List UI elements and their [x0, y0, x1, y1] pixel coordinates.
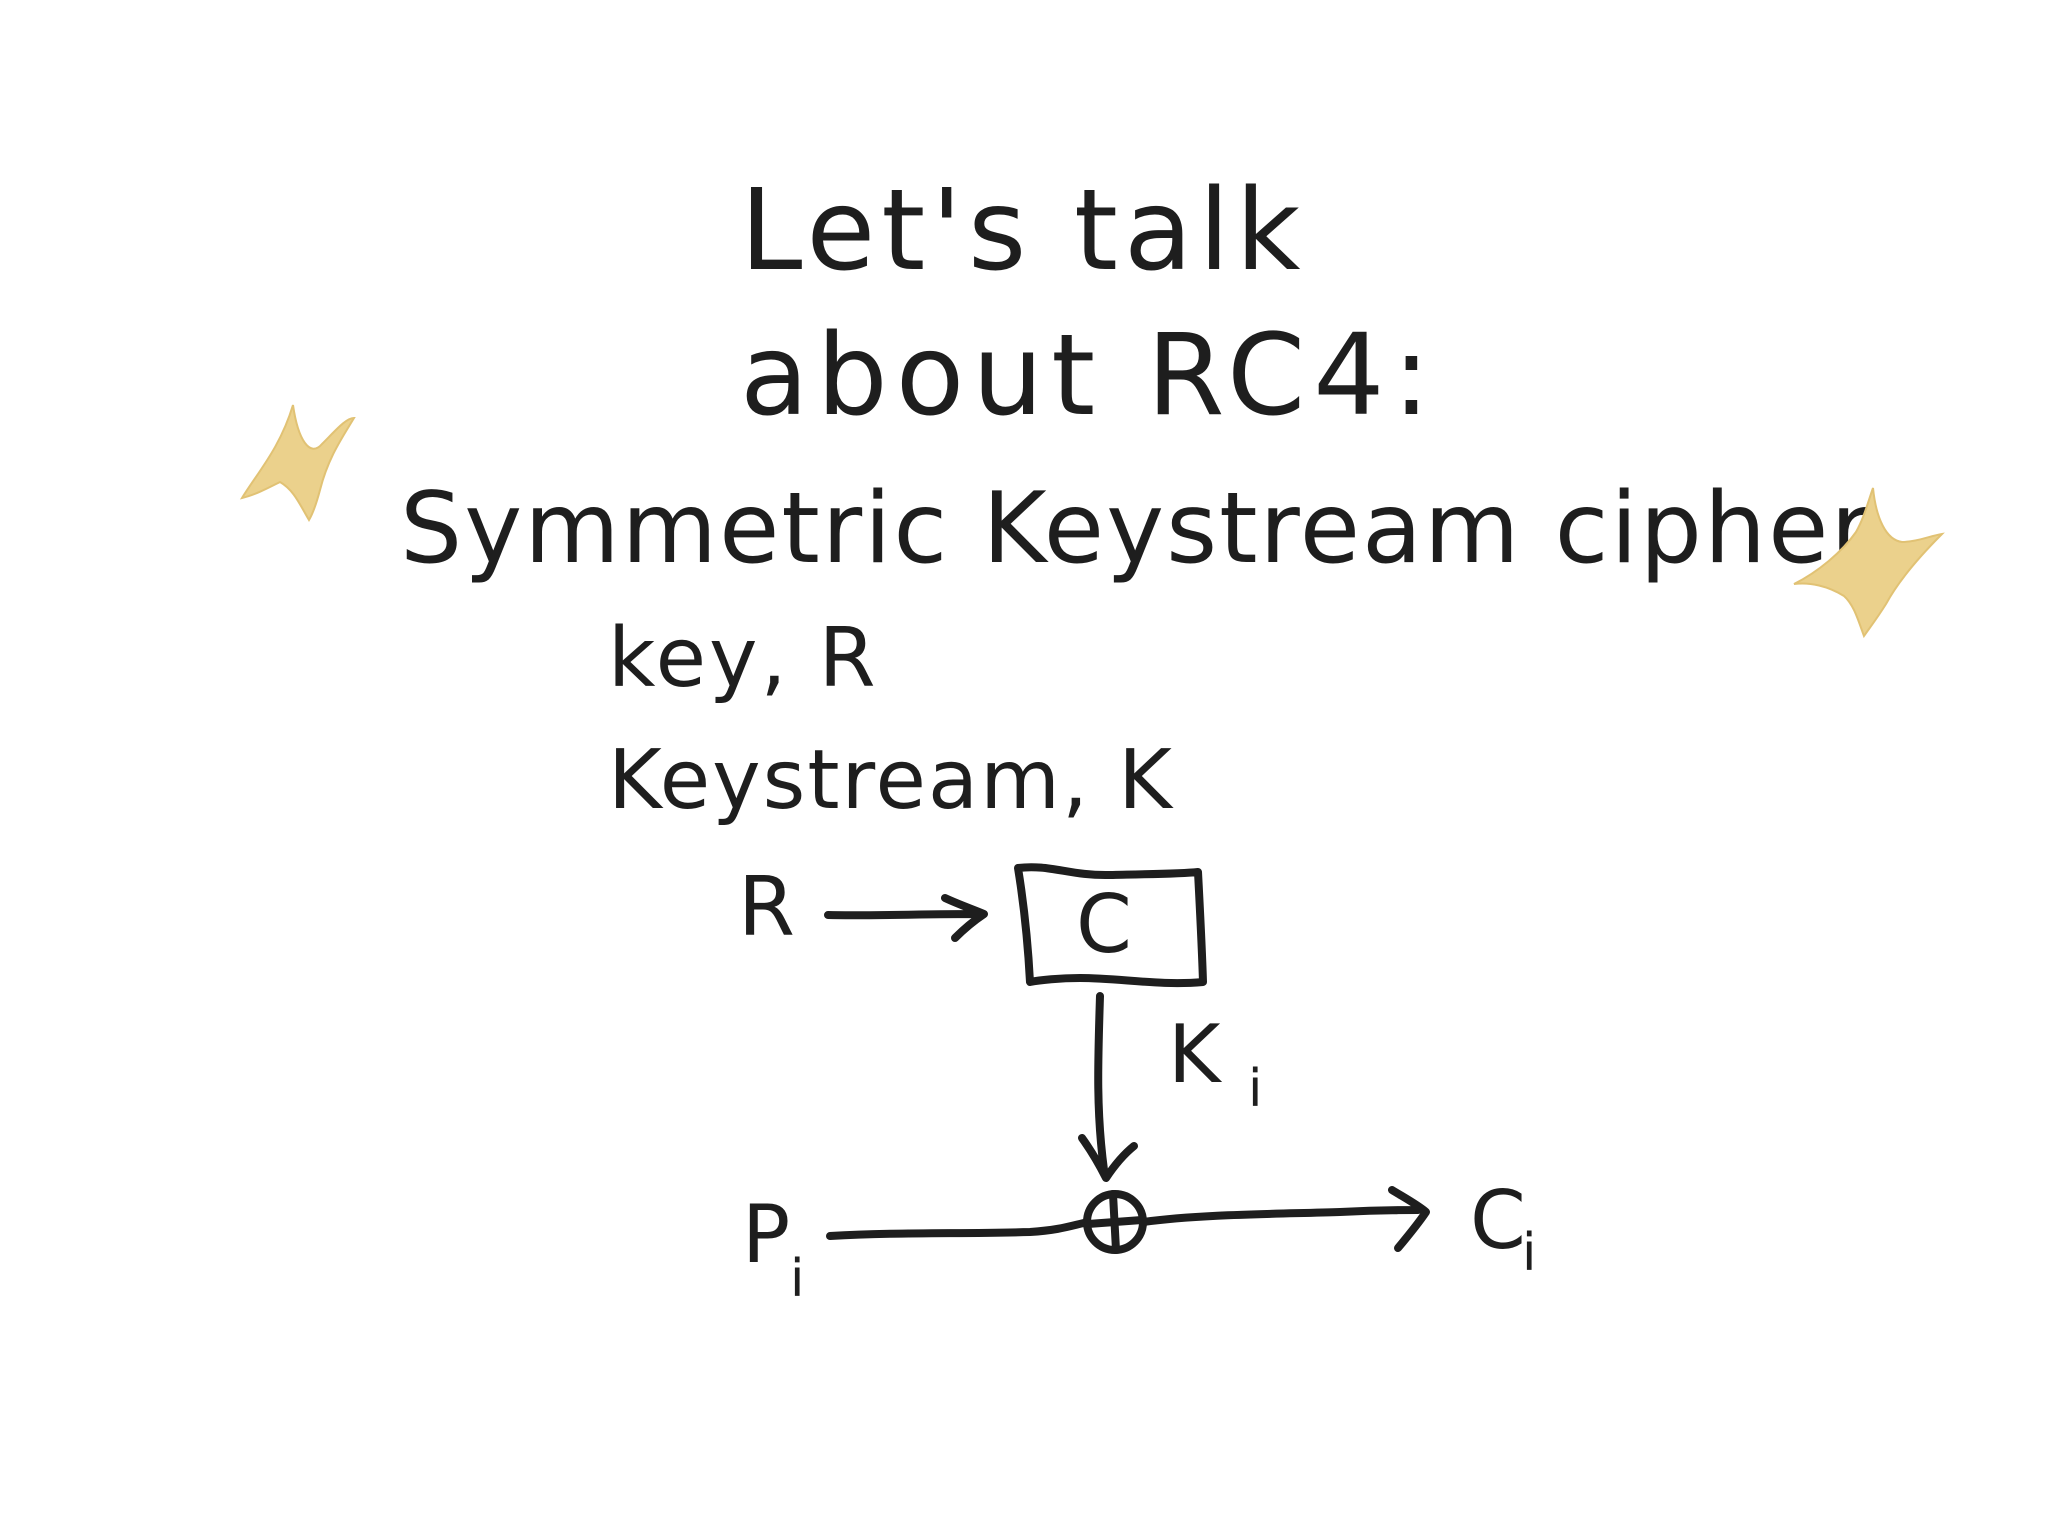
keystream-byte-subscript: i: [1248, 1059, 1262, 1119]
title-line-1: Let's talk: [740, 166, 1307, 296]
arrow-key-to-cipher: [824, 894, 988, 942]
arrow-xor-to-ciphertext: [1139, 1186, 1430, 1252]
cipher-box-label: C: [1076, 878, 1132, 971]
ciphertext-byte-subscript: i: [1522, 1223, 1536, 1283]
right-sparkle-icon: [1793, 487, 1945, 639]
input-key-label: R: [738, 860, 795, 955]
keystream-byte-label: K: [1168, 1008, 1223, 1101]
ciphertext-byte-label: C: [1470, 1174, 1526, 1267]
plaintext-byte-subscript: i: [790, 1249, 804, 1309]
left-sparkle-icon: [239, 404, 356, 522]
cipher-box: [1014, 863, 1207, 988]
keystream-definition: Keystream, K: [608, 733, 1174, 828]
key-definition: key, R: [608, 611, 879, 706]
subtitle: Symmetric Keystream cipher: [400, 472, 1873, 586]
xor-cross-icon: [1084, 1190, 1146, 1254]
arrow-cipher-to-xor: [1078, 992, 1138, 1182]
plaintext-byte-label: P: [742, 1188, 790, 1281]
arrow-plaintext-to-xor: [826, 1218, 1092, 1240]
title-line-2: about RC4:: [740, 311, 1439, 441]
